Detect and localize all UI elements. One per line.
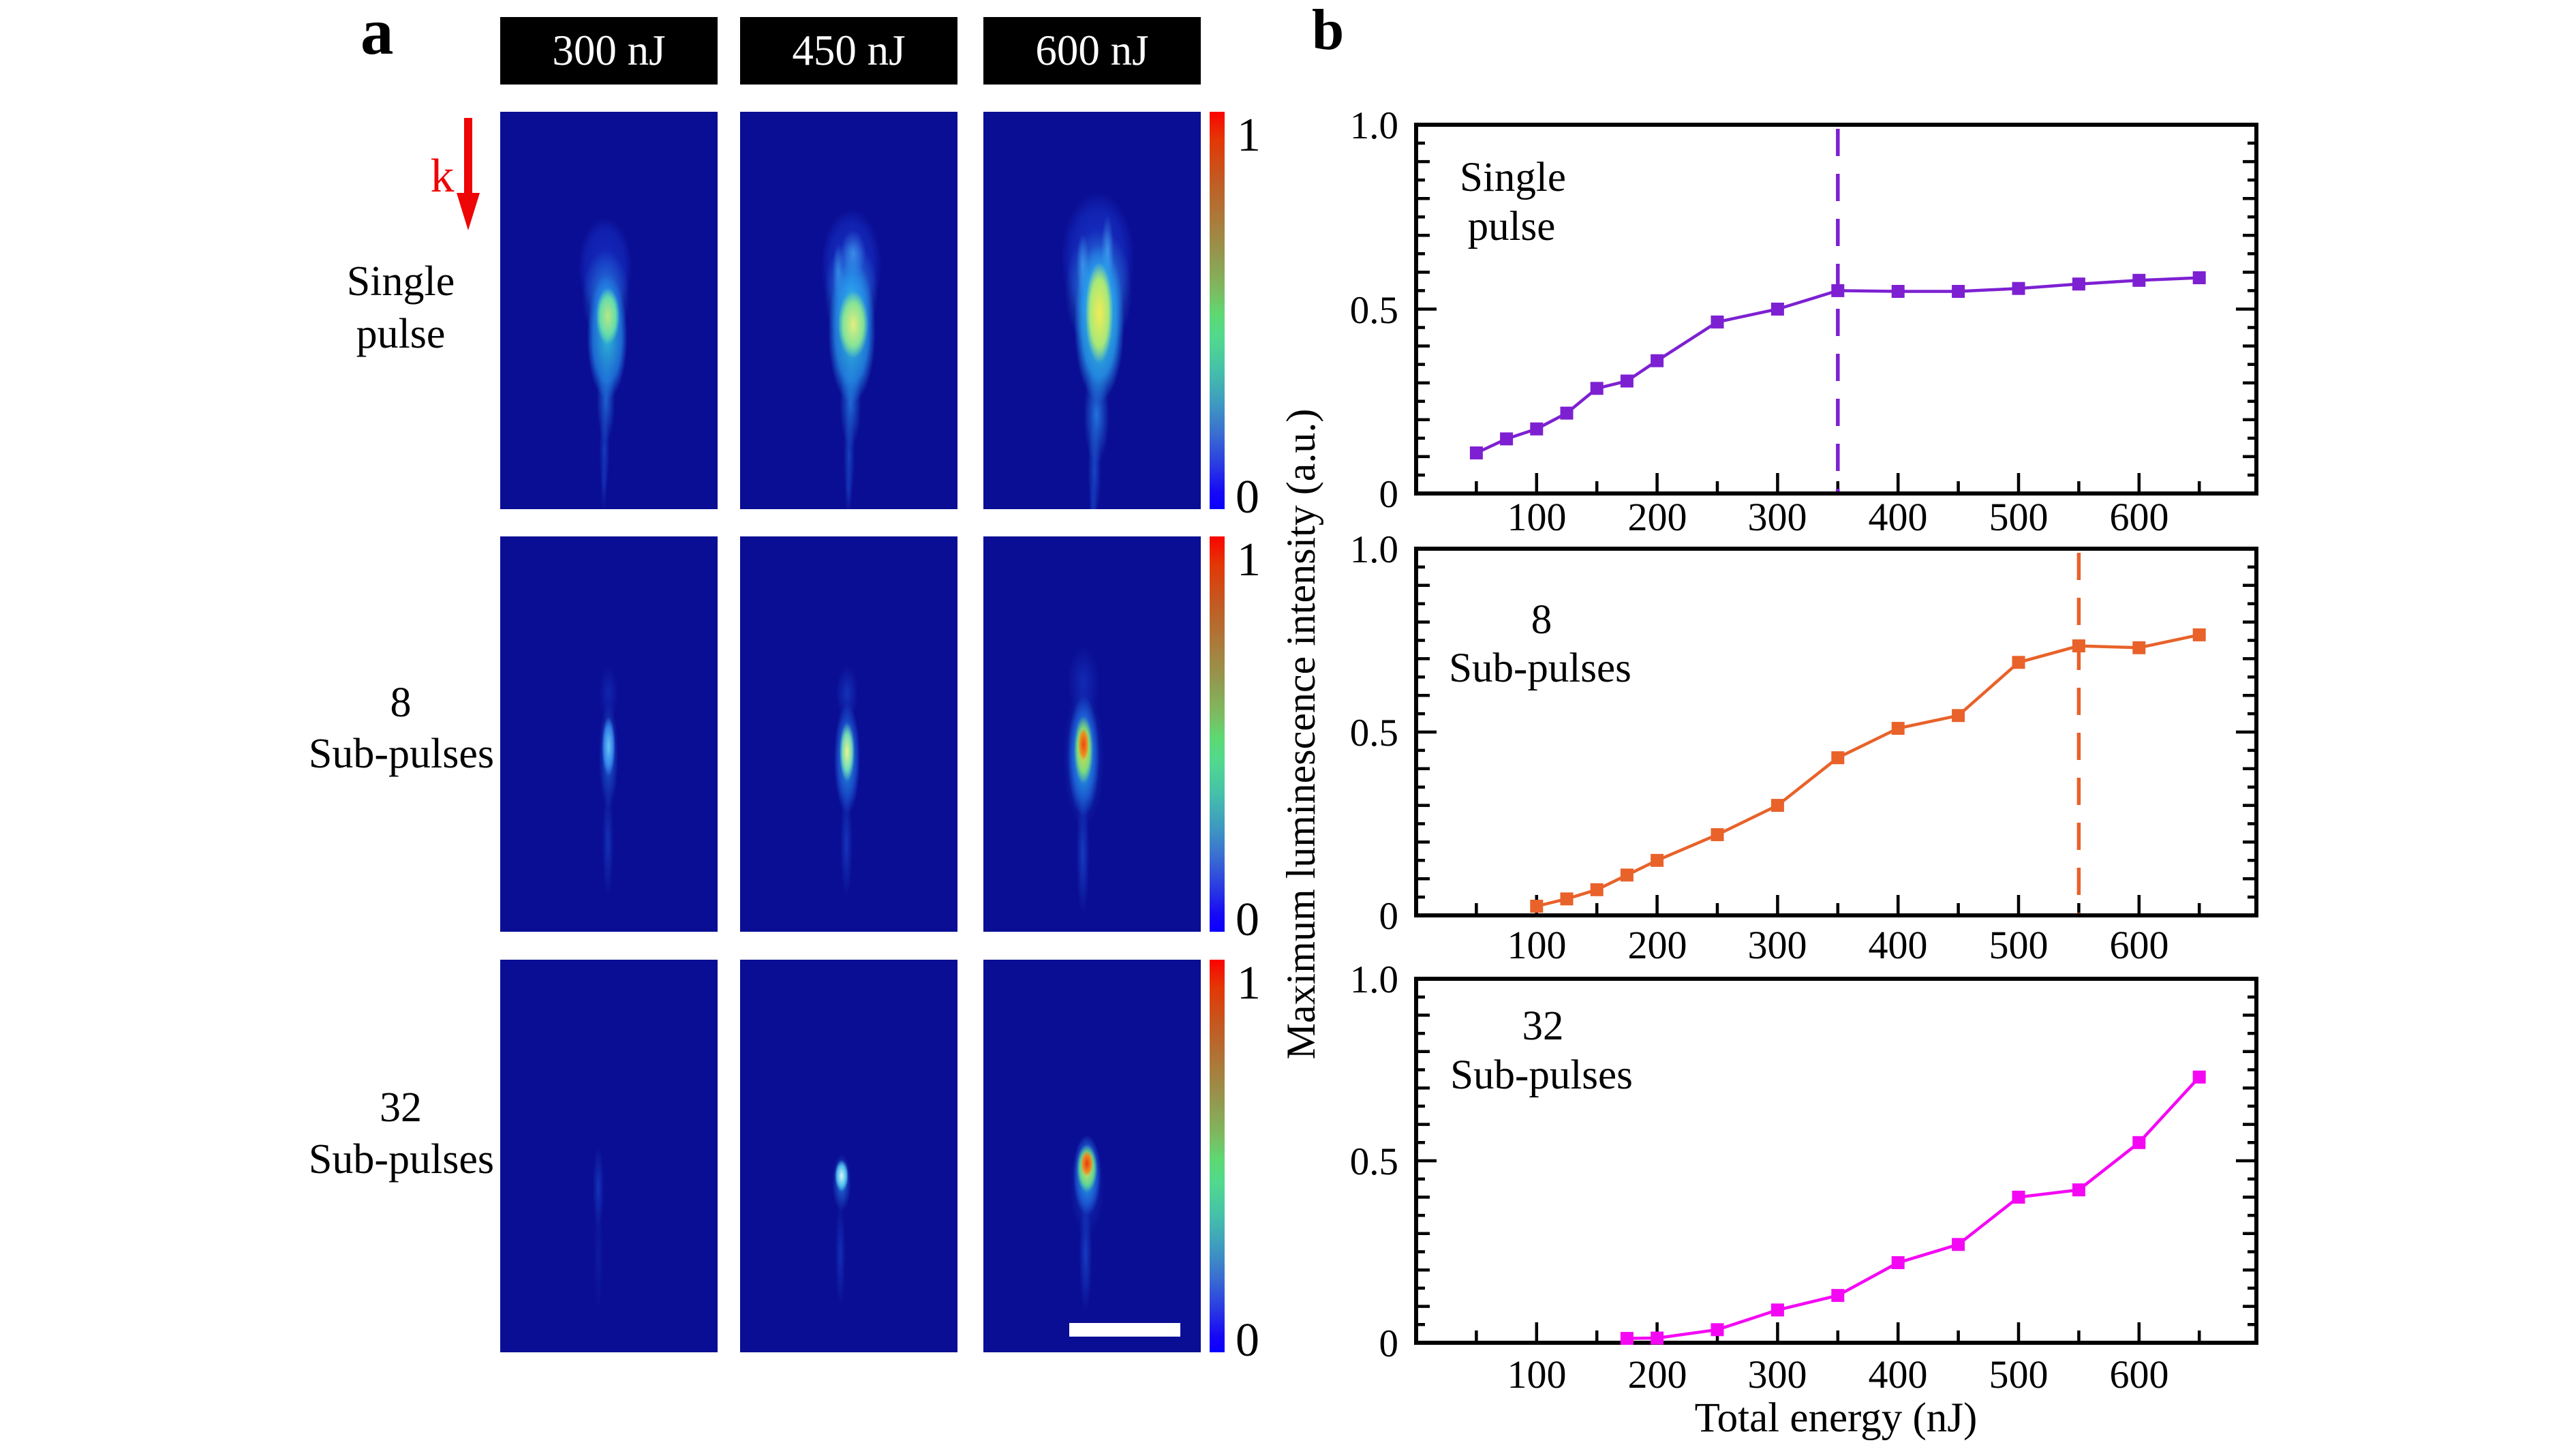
svg-text:500: 500: [1989, 1352, 2049, 1397]
svg-text:Total energy (nJ): Total energy (nJ): [1695, 1395, 1978, 1441]
svg-text:1.0: 1.0: [1350, 104, 1398, 147]
svg-text:0: 0: [1379, 895, 1399, 938]
svg-text:Maximum luminescence intensity: Maximum luminescence intensity (a.u.): [1278, 409, 1323, 1060]
svg-text:500: 500: [1989, 495, 2049, 539]
svg-text:Sub-pulses: Sub-pulses: [309, 1136, 494, 1183]
svg-text:Sub-pulses: Sub-pulses: [1449, 645, 1631, 691]
svg-text:0: 0: [1236, 1314, 1259, 1367]
svg-text:0: 0: [1379, 473, 1399, 516]
svg-text:pulse: pulse: [356, 311, 446, 357]
svg-text:0.5: 0.5: [1350, 712, 1398, 755]
svg-text:32: 32: [380, 1084, 422, 1131]
svg-text:0: 0: [1379, 1322, 1399, 1365]
svg-text:300: 300: [1748, 923, 1807, 967]
svg-text:32: 32: [1522, 1003, 1564, 1049]
svg-text:8: 8: [1531, 597, 1552, 643]
svg-text:400: 400: [1869, 1352, 1928, 1397]
svg-text:300: 300: [1748, 495, 1807, 539]
svg-text:100: 100: [1507, 1352, 1567, 1397]
svg-text:100: 100: [1507, 495, 1567, 539]
svg-text:Single: Single: [1460, 155, 1566, 200]
svg-text:1: 1: [1237, 534, 1261, 586]
svg-text:Single: Single: [347, 258, 455, 305]
svg-text:200: 200: [1628, 923, 1687, 967]
svg-text:600: 600: [2110, 495, 2169, 539]
svg-text:0.5: 0.5: [1350, 1140, 1398, 1183]
svg-text:200: 200: [1628, 495, 1687, 539]
svg-text:0: 0: [1236, 471, 1259, 523]
svg-text:500: 500: [1989, 923, 2049, 967]
svg-text:8: 8: [390, 680, 412, 726]
svg-text:0.5: 0.5: [1350, 289, 1398, 332]
svg-text:pulse: pulse: [1468, 204, 1556, 249]
svg-text:1.0: 1.0: [1350, 958, 1398, 1001]
svg-text:300: 300: [1748, 1352, 1807, 1397]
svg-text:Sub-pulses: Sub-pulses: [1450, 1052, 1633, 1098]
svg-text:200: 200: [1628, 1352, 1687, 1397]
svg-text:1: 1: [1237, 109, 1261, 162]
svg-text:1: 1: [1237, 957, 1261, 1009]
svg-text:k: k: [431, 150, 455, 202]
svg-text:400: 400: [1869, 495, 1928, 539]
svg-text:1.0: 1.0: [1350, 528, 1398, 571]
svg-text:400: 400: [1869, 923, 1928, 967]
svg-text:600: 600: [2110, 1352, 2169, 1397]
svg-text:Sub-pulses: Sub-pulses: [309, 731, 494, 777]
svg-text:0: 0: [1236, 894, 1259, 946]
svg-text:600: 600: [2110, 923, 2169, 967]
svg-text:100: 100: [1507, 923, 1567, 967]
